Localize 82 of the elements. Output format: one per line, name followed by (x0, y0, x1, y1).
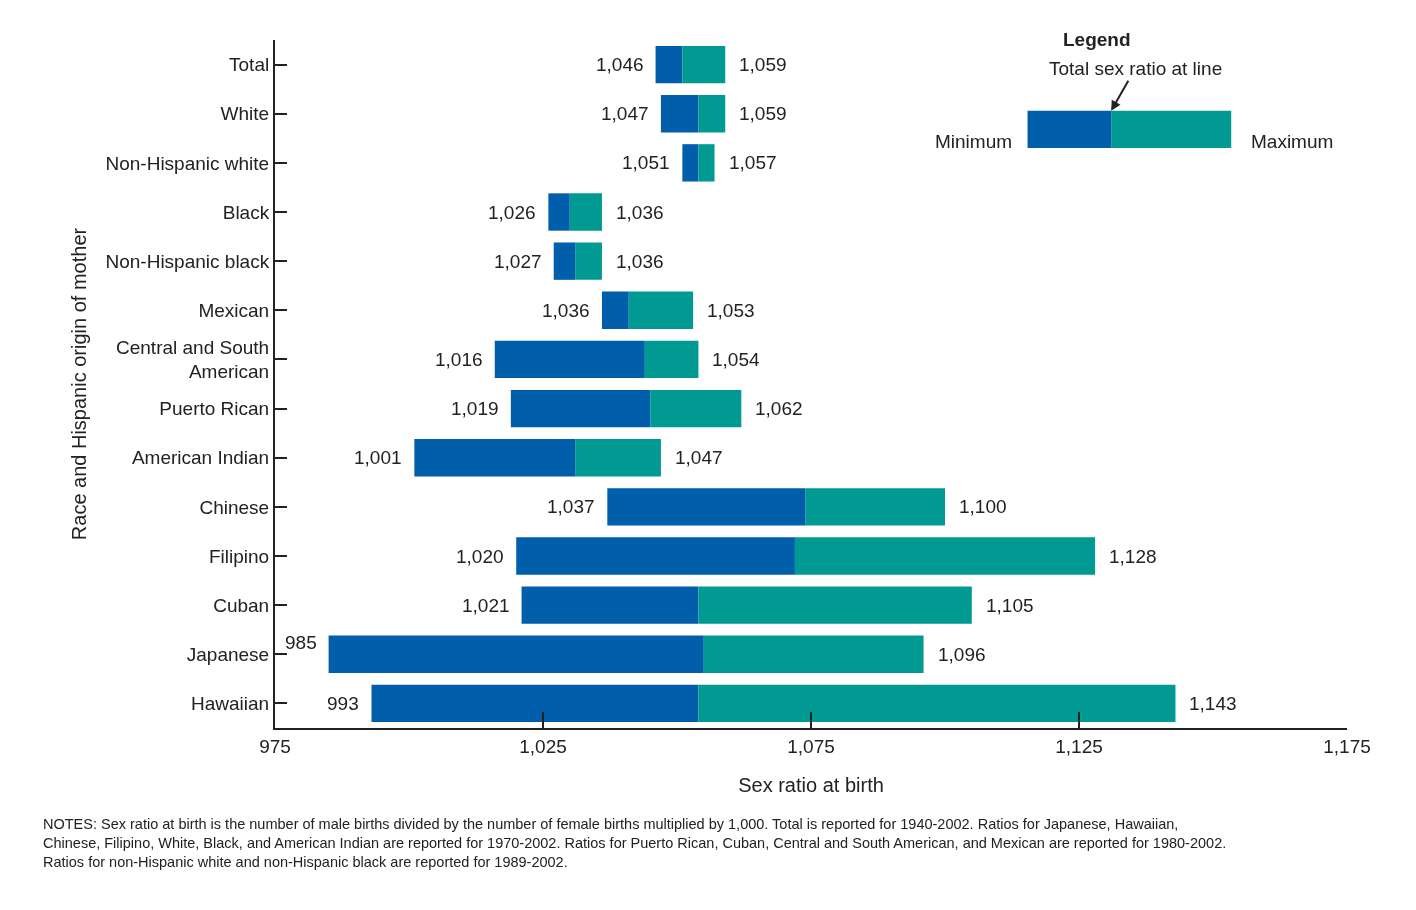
y-tick-label: American Indian (131, 447, 270, 469)
annotation: 1,036 (616, 251, 664, 272)
legend-title: Legend (1063, 29, 1131, 50)
bar (682, 45, 726, 84)
annotation: Total sex ratio at line (1049, 58, 1223, 79)
x-axis-title: Sex ratio at birth (738, 773, 884, 796)
annotation: 1,001 (354, 447, 402, 468)
bar (575, 439, 661, 477)
bar (575, 242, 602, 280)
bar (703, 635, 924, 673)
y-tick-label: Hawaiian (191, 693, 270, 715)
bar (805, 488, 945, 526)
legend-label: Minimum (935, 131, 1013, 152)
y-tick-label: Mexican (198, 299, 270, 321)
bar (794, 537, 1096, 575)
x-tick-label: 975 (259, 735, 291, 757)
bar (698, 684, 1176, 723)
x-tick-label: 1,125 (1055, 735, 1103, 757)
annotation: 1,037 (547, 496, 595, 517)
y-axis-title: Race and Hispanic origin of mother (67, 227, 90, 541)
text: Maximum (1251, 131, 1334, 152)
bar (569, 193, 602, 231)
x-tick-label: 1,075 (787, 735, 835, 757)
annotation: 1,036 (616, 202, 664, 223)
text: NOTES: Sex ratio at birth is the number of male births divided by the number of female births multiplied by 1,000. Total is reported for 1940-2002. Ratios for Japanese, Hawaiian, Chinese, Filipino, White, Black, and American Indian are reported for 1970-2002. Ratios for Puerto Rican, Cuban, Central and South American, and Mexican are reported for 1980-2002. Ratios for non-Hispanic white and non-Hispanic black are reported for 1989-2002. (43, 816, 1227, 870)
annotation: 1,059 (739, 54, 787, 75)
annotation: 1,026 (488, 202, 536, 223)
y-tick-label: Puerto Rican (159, 398, 270, 420)
annotation: 1,062 (755, 398, 803, 419)
y-tick-label: Chinese (199, 496, 270, 518)
annotation: 1,057 (729, 152, 777, 173)
bar (548, 193, 570, 231)
annotation: 1,143 (1189, 693, 1237, 714)
annotation: 1,036 (542, 300, 590, 321)
y-tick-label: White (220, 103, 270, 125)
bar (698, 586, 972, 624)
annotation: 1,047 (601, 103, 649, 124)
y-tick-label: Cuban (213, 594, 270, 616)
y-tick-label: Non-Hispanic white (105, 152, 270, 174)
y-tick-label: Total (229, 54, 270, 76)
annotation: 1,019 (451, 398, 499, 419)
bar (660, 95, 699, 133)
annotation: 1,021 (462, 595, 510, 616)
bar (414, 439, 576, 477)
bar (698, 144, 715, 182)
x-tick-label: 1,025 (519, 735, 567, 757)
annotation: 1,053 (707, 300, 755, 321)
bar (510, 389, 651, 428)
annotation: 1,128 (1109, 546, 1157, 567)
annotation: 1,096 (938, 644, 986, 665)
y-tick-label: Japanese (186, 643, 270, 665)
annotation: 1,100 (959, 496, 1007, 517)
annotation: 1,027 (494, 251, 542, 272)
y-tick-label: Black (222, 201, 270, 223)
annotation: 985 (285, 632, 317, 653)
bar (371, 684, 699, 723)
bar (553, 242, 576, 280)
bar (628, 291, 694, 329)
bar (328, 635, 704, 673)
annotation: 1,016 (435, 349, 483, 370)
bar (698, 95, 726, 133)
x-tick-label: 1,175 (1323, 735, 1371, 757)
y-tick-label: Filipino (209, 545, 270, 567)
bar (644, 340, 699, 379)
annotation: 1,054 (712, 349, 760, 370)
annotation: 1,046 (596, 54, 644, 75)
bar (650, 389, 742, 428)
bar (494, 340, 645, 379)
annotation: 1,059 (739, 103, 787, 124)
bar (655, 45, 683, 84)
bar (601, 291, 629, 329)
bar (516, 537, 795, 575)
annotation: 1,105 (986, 595, 1034, 616)
y-tick-label: Central and South American (116, 336, 270, 383)
bar (521, 586, 699, 624)
annotation: 1,047 (675, 447, 723, 468)
bar (682, 144, 699, 182)
annotation: 1,020 (456, 546, 504, 567)
annotation: 993 (327, 693, 359, 714)
bar (607, 488, 806, 526)
annotation: 1,051 (622, 152, 670, 173)
y-tick-label: Non-Hispanic black (105, 250, 270, 272)
